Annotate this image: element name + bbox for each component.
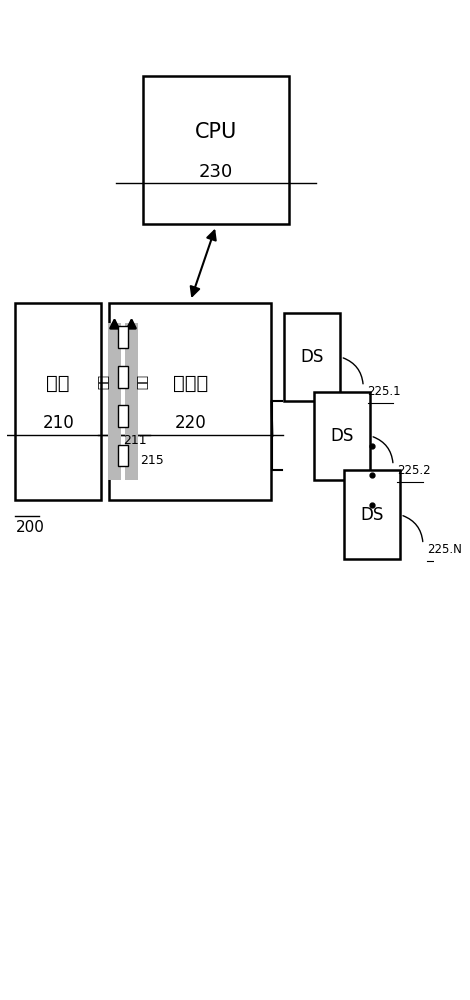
Bar: [118, 445, 128, 466]
Bar: [16, 303, 101, 500]
Text: 触觉: 触觉: [136, 374, 149, 389]
Text: 媒体: 媒体: [98, 374, 111, 389]
Bar: [118, 366, 128, 388]
Text: 225.1: 225.1: [368, 385, 401, 398]
FancyArrowPatch shape: [373, 437, 393, 463]
Bar: [108, 322, 121, 480]
Text: 应用: 应用: [47, 374, 70, 393]
Text: DS: DS: [360, 506, 384, 524]
Bar: [118, 326, 128, 348]
Text: 225.N: 225.N: [427, 543, 462, 556]
FancyArrowPatch shape: [403, 516, 423, 542]
Text: 210: 210: [42, 414, 74, 432]
Bar: [344, 470, 400, 559]
Text: 215: 215: [141, 454, 164, 467]
Text: 存储器: 存储器: [173, 374, 208, 393]
Text: CPU: CPU: [195, 122, 237, 142]
Text: DS: DS: [300, 348, 324, 366]
Bar: [314, 392, 369, 480]
Text: 230: 230: [199, 163, 233, 181]
Text: DS: DS: [330, 427, 353, 445]
Bar: [284, 313, 340, 401]
Bar: [110, 303, 272, 500]
Bar: [143, 76, 289, 224]
Text: 211: 211: [124, 434, 147, 447]
Text: 220: 220: [174, 414, 206, 432]
FancyArrowPatch shape: [343, 358, 363, 384]
Text: 200: 200: [16, 520, 44, 535]
Text: 225.2: 225.2: [397, 464, 431, 477]
Bar: [118, 405, 128, 427]
Bar: [125, 322, 138, 480]
